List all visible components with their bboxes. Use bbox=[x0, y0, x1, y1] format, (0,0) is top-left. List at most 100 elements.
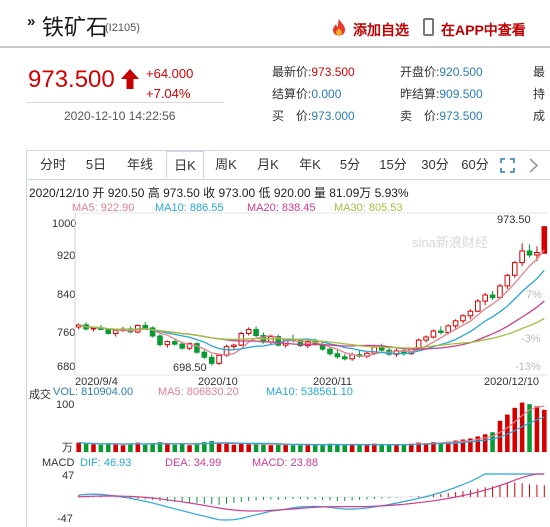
volume-bar bbox=[150, 443, 155, 452]
tab-intraday[interactable]: 分时 bbox=[39, 157, 66, 172]
volume-bar bbox=[357, 444, 362, 452]
tab-weekly-k[interactable]: 周K bbox=[215, 157, 237, 172]
tab-yearly-k[interactable]: 年K bbox=[299, 157, 321, 172]
view-in-app-button[interactable]: 在APP中查看 bbox=[441, 22, 526, 38]
volume-bar bbox=[165, 444, 170, 452]
tab-daily-k[interactable]: 日K bbox=[166, 151, 204, 179]
volume-bar bbox=[202, 442, 207, 452]
candle-body bbox=[334, 353, 341, 358]
volume-bar bbox=[128, 443, 133, 452]
volume-bar bbox=[534, 406, 540, 452]
volume-bar bbox=[238, 443, 244, 452]
volume-bar bbox=[298, 444, 303, 452]
volume-bar bbox=[275, 444, 281, 452]
stat-high: 最 bbox=[533, 65, 546, 79]
candle-body bbox=[216, 354, 222, 364]
candle-body bbox=[305, 341, 311, 347]
volume-ma5-line bbox=[78, 405, 545, 446]
price-axis-label: 920 bbox=[57, 250, 76, 262]
pct-axis-label: 7% bbox=[526, 289, 542, 301]
arrow-up-icon bbox=[121, 69, 139, 89]
tab-5day[interactable]: 5日 bbox=[85, 157, 107, 172]
candle-body bbox=[245, 328, 252, 334]
candle-body bbox=[157, 335, 163, 346]
volume-bar bbox=[490, 432, 495, 452]
candle-body bbox=[164, 341, 171, 346]
contract-code: (I2105) bbox=[105, 22, 140, 34]
price-axis-label: 680 bbox=[57, 361, 76, 373]
tab-monthly-k[interactable]: 月K bbox=[257, 157, 279, 172]
volume-bar bbox=[120, 445, 126, 452]
volume-bar bbox=[364, 445, 370, 452]
volume-bar bbox=[438, 442, 444, 452]
candle-body bbox=[223, 346, 230, 356]
fullscreen-icon[interactable] bbox=[500, 158, 515, 173]
stat-bid: 买 价:973.000 bbox=[272, 109, 355, 123]
macd-dif-line bbox=[78, 473, 545, 521]
candle-body bbox=[445, 325, 452, 333]
volume-ma5: MA5: 806830.20 bbox=[158, 386, 239, 398]
candle-body bbox=[423, 336, 429, 341]
volume-bar bbox=[379, 444, 385, 452]
volume-bar bbox=[76, 442, 81, 452]
volume-bar bbox=[261, 444, 266, 452]
bar-info: 2020/12/10 开 920.50 高 973.50 收 973.00 低 … bbox=[29, 186, 409, 200]
date-axis-label: 2020/11 bbox=[313, 376, 352, 388]
candle-body bbox=[460, 315, 466, 322]
tab-60min[interactable]: 60分 bbox=[461, 157, 489, 172]
tab-5min[interactable]: 5分 bbox=[339, 157, 361, 172]
volume-ma10: MA10: 538561.10 bbox=[266, 386, 353, 398]
chevron-right-icon[interactable] bbox=[527, 158, 539, 173]
volume-bar bbox=[386, 445, 392, 452]
candle-body bbox=[112, 329, 119, 334]
macd-dea: DEA: 34.99 bbox=[165, 457, 222, 469]
volume-bar bbox=[105, 443, 111, 452]
candle-body bbox=[341, 356, 348, 360]
volume-bar bbox=[335, 444, 340, 452]
candle-body bbox=[504, 274, 511, 287]
last-price: 973.500 bbox=[28, 66, 115, 93]
volume-bar bbox=[327, 443, 333, 452]
macd-dif: DIF: 46.93 bbox=[80, 457, 132, 469]
fire-icon[interactable] bbox=[331, 18, 347, 36]
volume-bar bbox=[172, 444, 178, 452]
volume-bar bbox=[416, 442, 421, 452]
ma5-label: MA5: 922.90 bbox=[72, 202, 135, 214]
stat-open: 开盘价:920.500 bbox=[400, 65, 483, 79]
volume-bar bbox=[445, 441, 451, 452]
volume-bar bbox=[372, 443, 377, 452]
volume-bar bbox=[157, 442, 163, 452]
title-mark: » bbox=[27, 13, 36, 30]
stat-last: 最新价:973.500 bbox=[272, 65, 355, 79]
add-favorite-button[interactable]: 添加自选 bbox=[353, 22, 409, 38]
stat-ask: 卖 价:973.500 bbox=[400, 109, 483, 123]
pct-axis-label: -13% bbox=[515, 361, 541, 373]
candle-body bbox=[186, 343, 193, 349]
candle-body bbox=[519, 250, 525, 264]
candle-body bbox=[474, 300, 481, 312]
volume-bar bbox=[91, 444, 96, 452]
volume-bar bbox=[135, 442, 141, 452]
candle-body bbox=[541, 226, 548, 254]
candle-body bbox=[511, 262, 518, 276]
candle-body bbox=[467, 310, 474, 317]
ma10-label: MA10: 886.55 bbox=[155, 202, 224, 214]
ma30-label: MA30: 805.53 bbox=[334, 202, 403, 214]
volume-bar bbox=[113, 444, 118, 452]
candle-body bbox=[171, 341, 178, 345]
candle-body bbox=[534, 251, 540, 256]
volume-bar bbox=[98, 444, 104, 452]
volume-bar bbox=[349, 444, 355, 452]
stat-prev-settle: 昨结算:909.500 bbox=[400, 87, 483, 101]
volume-ma10-line bbox=[78, 416, 545, 446]
volume-bar bbox=[453, 440, 458, 452]
tab-15min[interactable]: 15分 bbox=[379, 157, 407, 172]
macd-value: MACD: 23.88 bbox=[252, 457, 319, 469]
volume-bar bbox=[482, 434, 488, 452]
tab-30min[interactable]: 30分 bbox=[421, 157, 449, 172]
volume-bar bbox=[305, 444, 311, 452]
tab-yearline[interactable]: 年线 bbox=[126, 157, 153, 172]
candle-body bbox=[208, 356, 215, 364]
volume-bar bbox=[431, 442, 436, 452]
